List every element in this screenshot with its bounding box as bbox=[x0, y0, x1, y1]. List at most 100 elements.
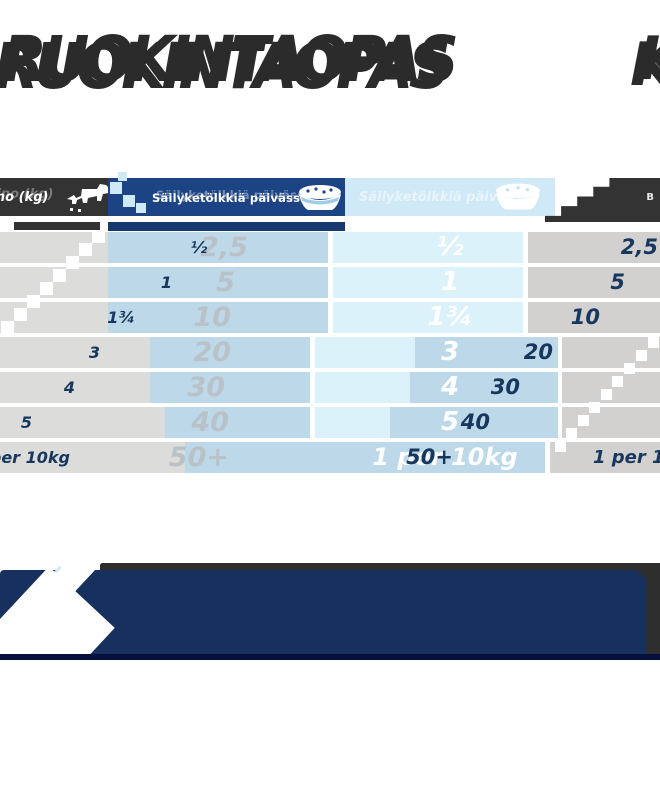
edge-weight-header-cell: B bbox=[545, 178, 660, 222]
row-band bbox=[150, 337, 310, 368]
big-cans-value: 1 per 10kg bbox=[372, 443, 518, 471]
row-band bbox=[315, 407, 390, 438]
cans-value: 1¾ bbox=[107, 308, 135, 327]
ghost-weight-value: 10 bbox=[193, 302, 231, 333]
table-row: 40 5 5 40 bbox=[0, 407, 660, 438]
footer-panel bbox=[0, 570, 646, 655]
row-band bbox=[415, 337, 558, 368]
big-cans-value: 1 bbox=[440, 267, 460, 297]
cans-value: 5 bbox=[20, 413, 32, 432]
row-band bbox=[165, 407, 310, 438]
header-echo-strip bbox=[14, 222, 100, 230]
cans-value: ½ bbox=[190, 238, 207, 257]
pixel-step bbox=[648, 337, 659, 348]
ghost-weight-value: 5 bbox=[216, 267, 235, 298]
row-band bbox=[315, 372, 410, 403]
row-band bbox=[528, 267, 660, 298]
feeding-guide-image: { "title": "RUOKINTAOPAS", "title_fragme… bbox=[0, 30, 660, 660]
header-echo-strip bbox=[108, 222, 345, 231]
cans-header-cell: Säilyketölkkiä päivässä bbox=[108, 178, 345, 216]
weight-header-label: Paino (kg) bbox=[0, 190, 49, 205]
weight-value: 40 bbox=[460, 410, 490, 434]
pixel-step bbox=[566, 428, 577, 439]
weight-value: 5 bbox=[610, 270, 625, 294]
pixel-step bbox=[555, 441, 566, 452]
table-row: 20 3 3 20 bbox=[0, 337, 660, 368]
pixel-step bbox=[14, 308, 27, 321]
weight-value: 10 bbox=[570, 305, 600, 329]
weight-value: 30 bbox=[490, 375, 520, 399]
pixel-step bbox=[636, 350, 647, 361]
row-band bbox=[390, 407, 558, 438]
pixel-step bbox=[123, 195, 135, 207]
row-band bbox=[315, 337, 415, 368]
bowl-icon-ghost bbox=[496, 183, 540, 210]
row-band bbox=[0, 442, 185, 473]
big-cans-value: 5 bbox=[440, 407, 460, 437]
table-row: 50+ 1 per 10kg 1 per 10kg 50+ 1 per 10kg bbox=[0, 442, 660, 473]
cans-header-label: Säilyketölkkiä päivässä bbox=[152, 191, 309, 205]
bowl-icon bbox=[299, 185, 341, 210]
dog-icon bbox=[67, 184, 108, 212]
weight-value: 50+ bbox=[406, 445, 453, 469]
cans-value: 3 bbox=[88, 343, 100, 362]
row-band bbox=[185, 442, 545, 473]
edge-header-fragment: B bbox=[646, 192, 654, 203]
table-row: 5 1 1 5 bbox=[0, 267, 660, 298]
pixel-step bbox=[1, 321, 14, 334]
pixel-step bbox=[79, 243, 92, 256]
row-band bbox=[0, 407, 165, 438]
pixel-step bbox=[53, 269, 66, 282]
row-band bbox=[333, 267, 523, 298]
ghost-weight-value: 50+ bbox=[168, 442, 229, 473]
pixel-step bbox=[110, 182, 122, 194]
footer-shadow-strip bbox=[100, 563, 660, 573]
pixel-step bbox=[27, 295, 40, 308]
pixel-step bbox=[136, 203, 146, 213]
weight-value: 2,5 bbox=[620, 235, 658, 259]
pixel-step bbox=[624, 363, 635, 374]
row-band bbox=[0, 372, 150, 403]
row-band bbox=[108, 232, 328, 263]
row-band bbox=[528, 232, 660, 263]
pixel-step bbox=[118, 172, 127, 181]
ghost-weight-value: 2,5 bbox=[200, 232, 248, 263]
weight-header-cell: Paino (kg) bbox=[0, 178, 108, 216]
row-band bbox=[333, 232, 523, 263]
table-row: 2,5 ½ ½ 2,5 bbox=[0, 232, 660, 263]
row-band bbox=[528, 302, 660, 333]
pixel-step bbox=[578, 415, 589, 426]
table-row: 30 4 4 30 bbox=[0, 372, 660, 403]
cans-value: 4 bbox=[63, 378, 75, 397]
table-row: 10 1¾ 1¾ 10 bbox=[0, 302, 660, 333]
pixel-step bbox=[40, 282, 53, 295]
edge-cans-fragment: 1 per 10kg bbox=[593, 447, 660, 468]
ghost-weight-value: 40 bbox=[191, 407, 229, 438]
page-title: RUOKINTAOPAS bbox=[0, 30, 451, 103]
row-band bbox=[0, 337, 150, 368]
row-band bbox=[410, 372, 558, 403]
row-band bbox=[108, 302, 328, 333]
ghost-cans-header-label: Säilyketölkkiä päivässä bbox=[359, 190, 531, 205]
big-cans-value: 4 bbox=[440, 372, 460, 402]
ghost-cans-header-cell: Säilyketölkkiä päivässä bbox=[345, 178, 555, 216]
big-cans-value: 3 bbox=[440, 337, 460, 367]
pixel-step bbox=[589, 402, 600, 413]
big-cans-value: 1¾ bbox=[427, 302, 473, 332]
weight-value: 20 bbox=[523, 340, 553, 364]
pixel-step bbox=[612, 376, 623, 387]
big-cans-value: ½ bbox=[436, 232, 464, 262]
footer-bottom-strip bbox=[0, 654, 660, 660]
ghost-weight-value: 20 bbox=[193, 337, 231, 368]
row-band bbox=[550, 442, 660, 473]
cans-value: 1 per 10kg bbox=[0, 448, 70, 467]
row-band bbox=[108, 267, 328, 298]
title-edge-fragment: K bbox=[630, 30, 660, 100]
row-band bbox=[150, 372, 310, 403]
row-band bbox=[333, 302, 523, 333]
pixel-step bbox=[601, 389, 612, 400]
pixel-step bbox=[92, 230, 105, 243]
ghost-weight-value: 30 bbox=[187, 372, 225, 403]
cans-value: 1 bbox=[160, 273, 172, 292]
pixel-step bbox=[66, 256, 79, 269]
